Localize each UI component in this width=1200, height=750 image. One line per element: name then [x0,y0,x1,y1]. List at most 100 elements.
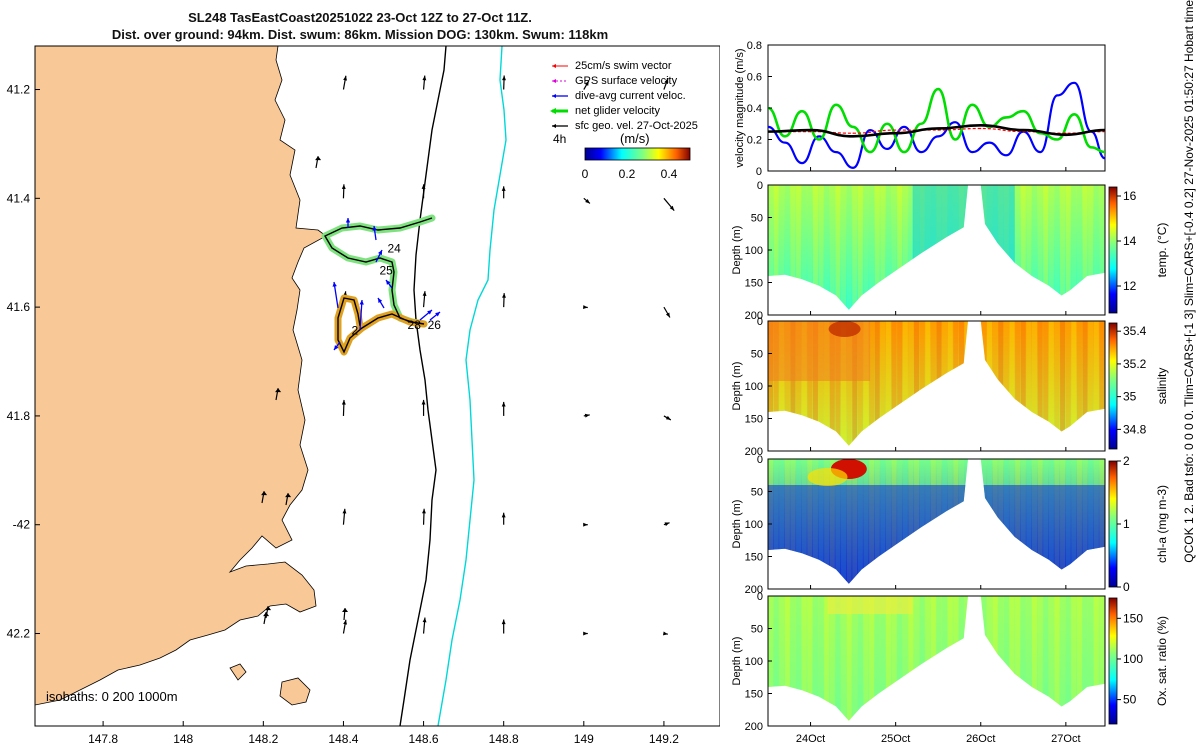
velocity-data-point [920,151,922,153]
velocity-axes [767,44,1106,172]
velocity-data-point [954,121,956,123]
map-y-tick-label: 42.2 [7,627,31,641]
section-profile-streak [914,321,920,446]
section-profile-streak [818,321,824,446]
map-y-tick-label: -42 [13,518,31,532]
velocity-data-point [971,151,973,153]
section-profile-streak [846,185,852,310]
colorbar-tick-label: 34.8 [1123,422,1147,436]
geo-velocity-arrowhead [501,401,506,407]
section-profile-streak [1020,321,1026,446]
velocity-data-point [895,129,897,131]
section-profile-streak [902,321,908,446]
geo-velocity-arrowhead [342,608,349,613]
section-profile-streak [880,321,886,446]
section-profile-streak [784,596,790,721]
qc-side-note: QCOK 1 2. Bad tsfo: 0 0 0 0. Tlim=CARS+[… [1182,0,1196,563]
section-profile-streak [779,321,785,446]
section-profile-streak [953,459,959,584]
velocity-data-point [784,135,786,137]
current-vector-head [378,250,382,255]
map-x-tick-label: 149.2 [649,732,679,746]
section-profile-streak [863,596,869,721]
velocity-y-tick-label: 0 [756,166,762,178]
depth-tick-label: 50 [751,487,763,499]
section-profile-streak [818,185,824,310]
velocity-data-point [980,127,982,130]
depth-tick-label: 150 [745,552,763,564]
geo-velocity-arrowhead [584,80,589,86]
section-ylabel: Depth (m) [731,362,743,411]
section-profile-streak [992,596,998,721]
velocity-data-point [784,142,786,144]
colorbar-label: salinity [1155,368,1169,405]
current-vector-head [332,282,337,287]
section-profile-streak [1037,596,1043,721]
velocity-data-point [1065,134,1067,136]
colorbar-tick-label: 100 [1123,652,1143,666]
geo-velocity-arrowhead [263,612,270,617]
colorbar-tick-label: 0.2 [619,167,636,181]
section-profile-streak [790,321,796,446]
section-profile-streak [1088,321,1094,446]
section-ylabel: Depth (m) [731,500,743,549]
section-profile-streak [1093,185,1099,310]
geo-velocity-arrowhead [315,156,322,161]
section-profile-streak [925,321,931,446]
geo-velocity-arrowhead [422,75,427,81]
geo-velocity-arrowhead [665,312,670,318]
section-profile-streak [784,321,790,446]
velocity-data-point [895,132,897,134]
geo-velocity-arrowhead [583,631,588,636]
geo-velocity-arrowhead [422,617,427,623]
section-profile-streak [1082,185,1088,310]
time-interval-label: 4h [553,132,566,146]
geo-velocity-arrowhead [421,184,426,189]
geo-velocity-arrowhead [421,399,426,405]
depth-tick-label: 100 [745,245,763,257]
section-profile-streak [863,321,869,446]
geo-velocity-arrowhead [502,293,506,298]
velocity-data-point [886,123,888,125]
velocity-y-tick-label: 0.2 [747,135,762,147]
section-profile-streak [958,459,964,584]
legend-geo-velocity: sfc geo. vel. 27-Oct-2025 [575,120,698,132]
section-profile-streak [1071,185,1077,310]
section-anomaly [828,321,861,337]
velocity-data-point [1056,138,1058,141]
section-profile-streak [1099,185,1105,310]
velocity-data-point [1056,94,1058,96]
section-profile-streak [947,596,953,721]
section-profile-streak [891,596,897,721]
section-panel: 0 50 100 150 200 Depth (m) 34.8 35 35.2 35.4 salin… [731,316,1169,458]
section-profile-streak [1037,185,1043,310]
section-profile-streak [958,596,964,721]
section-profile-streak [1015,596,1021,721]
section-profile-streak [897,185,903,310]
geo-velocity-arrowhead [343,75,347,81]
section-profile-streak [846,321,852,446]
section-profile-streak [812,321,818,446]
depth-tick-label: 150 [745,414,763,426]
depth-tick-label: 200 [745,310,763,322]
geo-velocity-arrowhead [501,619,506,625]
geo-velocity-arrowhead [669,205,675,211]
map-legend: 25cm/s swim vector GPS surface velocity … [550,60,698,132]
track-day-label: 25 [380,263,394,277]
velocity-data-point [801,110,803,112]
section-field [768,321,1105,446]
section-profile-streak [846,596,852,721]
geo-velocity-arrowhead [422,508,426,514]
geo-velocity-arrowhead [583,522,588,527]
section-profile-streak [998,596,1004,721]
section-panel: 0 50 100 150 200 Depth (m) 50 100 150 Ox. sat. ra… [731,591,1169,733]
section-profile-streak [908,321,914,446]
section-profile-streak [1009,321,1015,446]
section-profile-streak [1054,321,1060,446]
velocity-data-point [852,167,854,169]
section-profile-streak [1065,185,1071,310]
glider-track-center-line [324,217,433,354]
section-profile-streak [857,185,863,310]
section-profile-streak [807,321,813,446]
